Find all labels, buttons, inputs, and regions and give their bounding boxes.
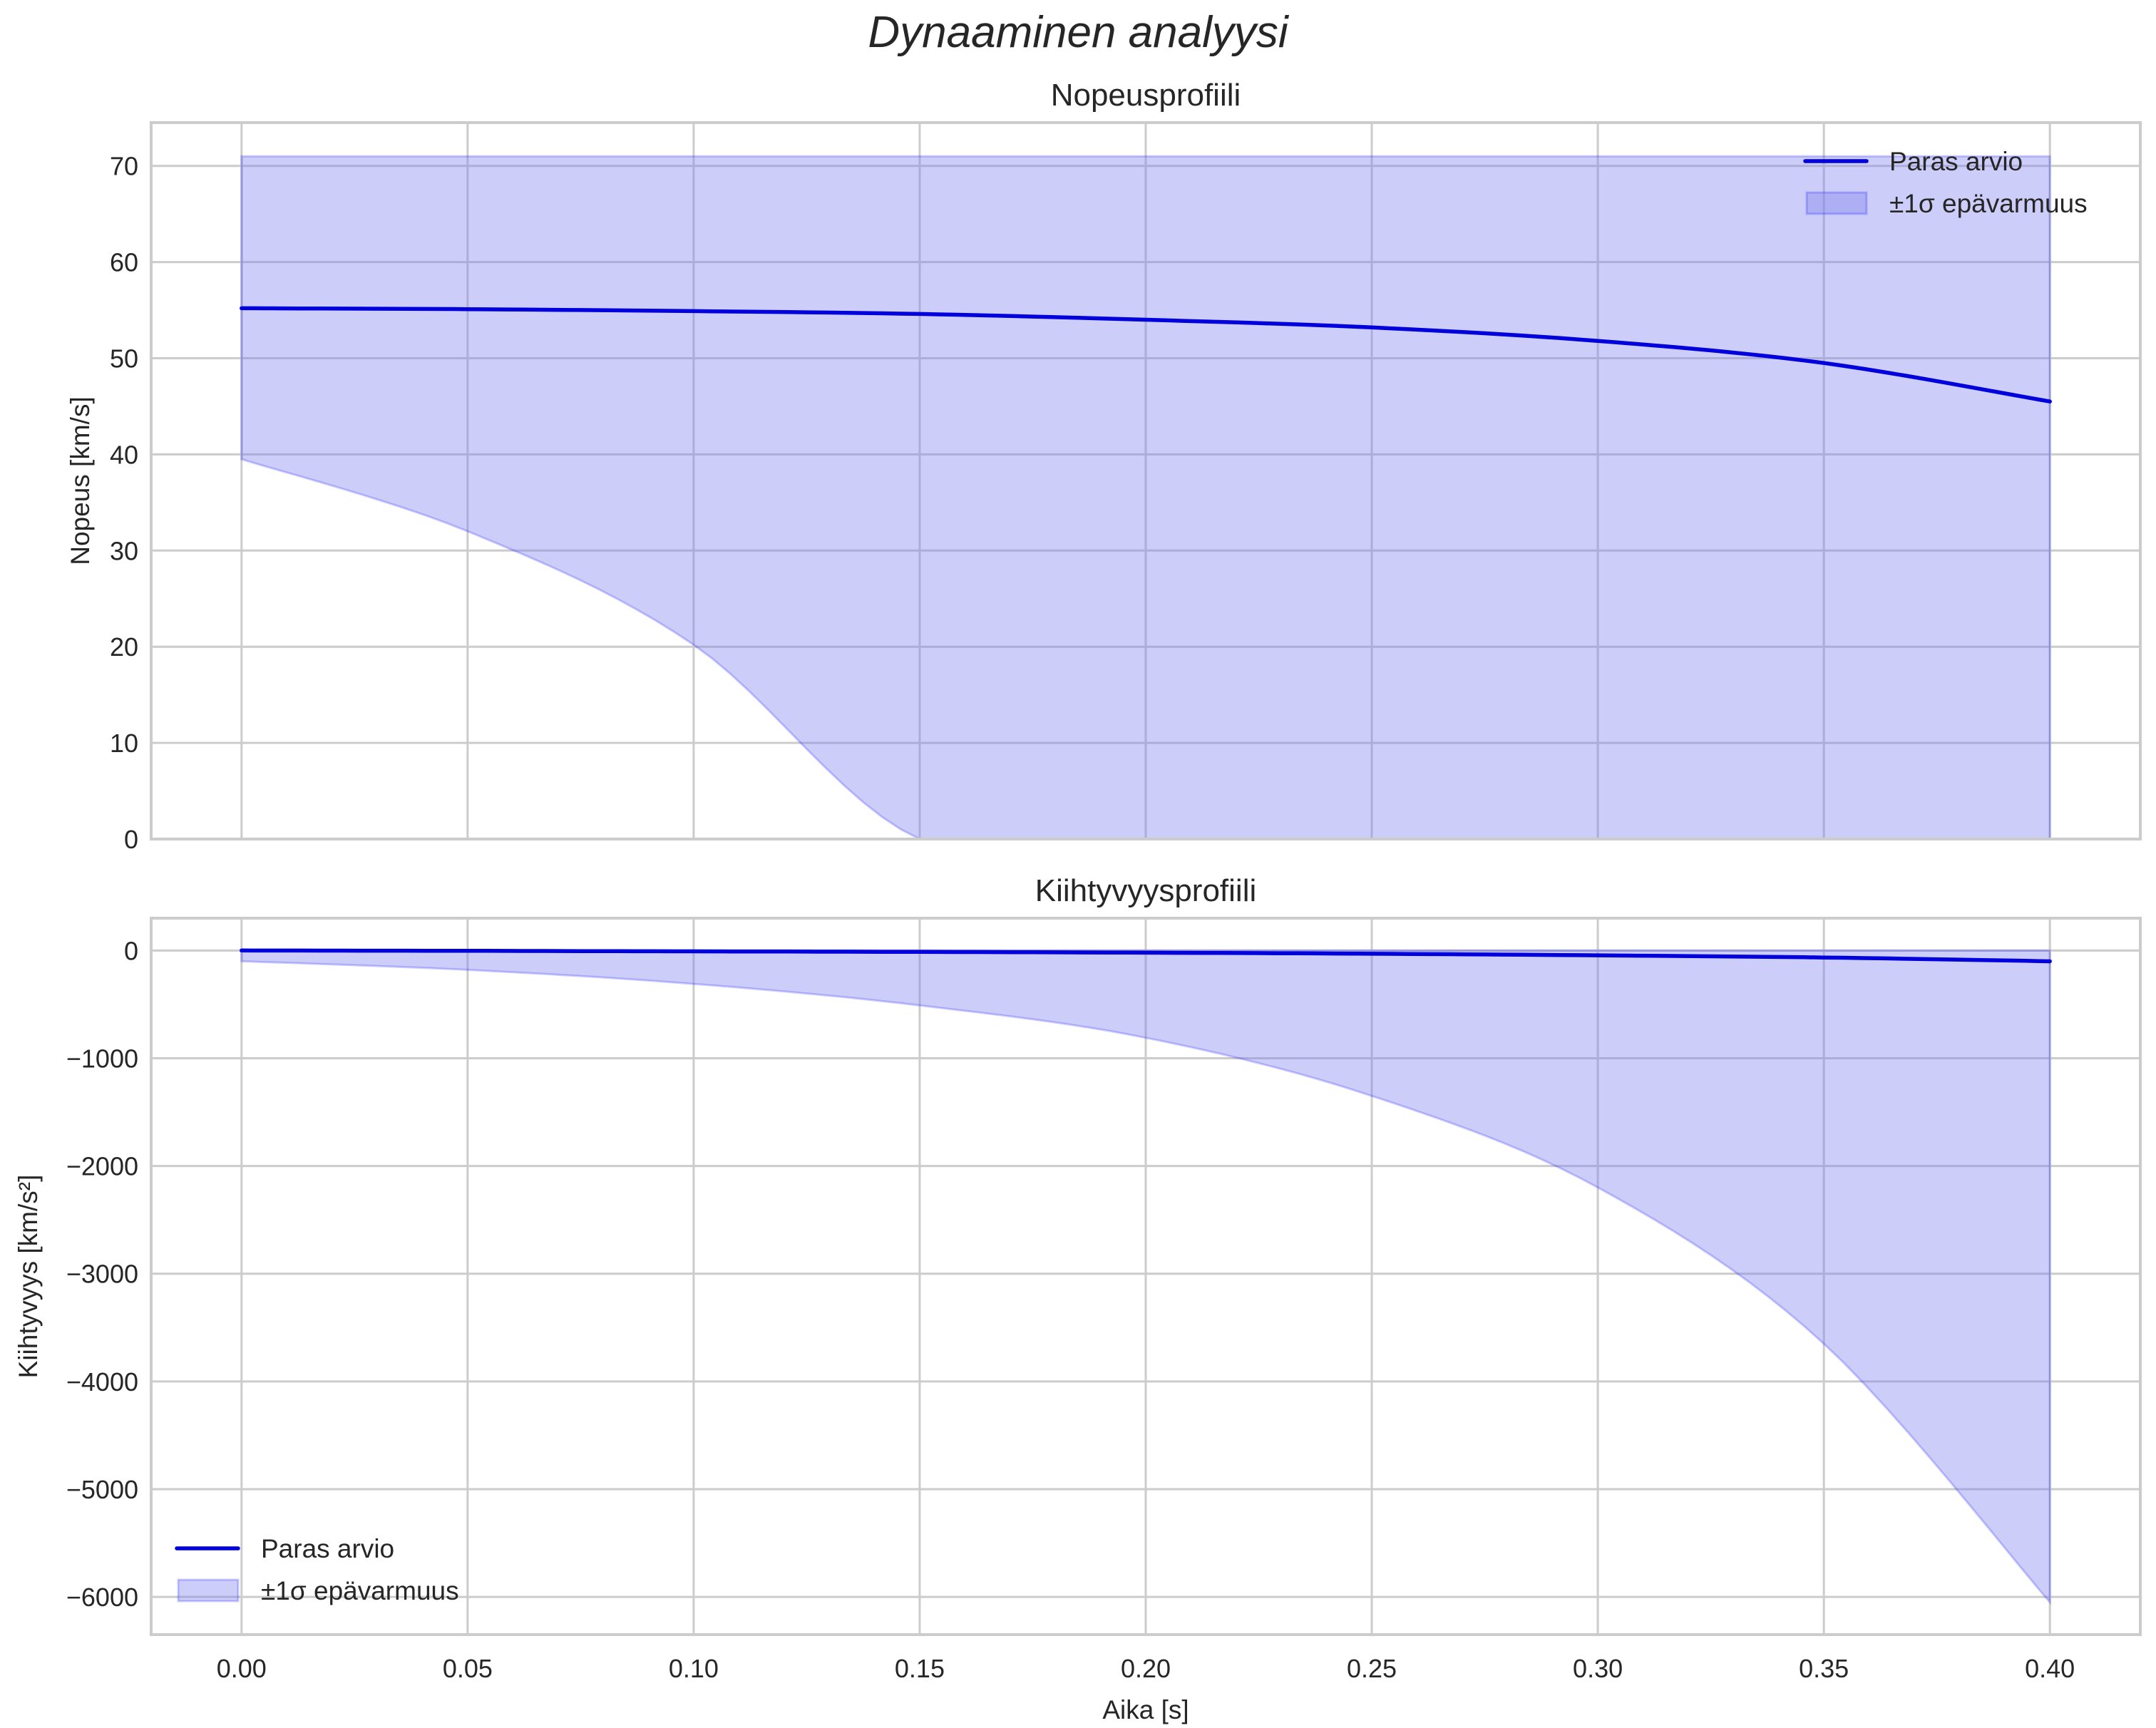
legend-label-band: ±1σ epävarmuus [261, 1576, 459, 1605]
panel-title: Kiihtyvyysprofiili [1035, 873, 1257, 908]
y-tick-label: −3000 [66, 1260, 138, 1289]
y-tick-label: 30 [110, 536, 138, 565]
x-tick-label: 0.35 [1799, 1654, 1849, 1683]
x-tick-label: 0.30 [1573, 1654, 1623, 1683]
legend-label-band: ±1σ epävarmuus [1889, 189, 2088, 218]
best-estimate-line [240, 306, 2052, 403]
x-tick-labels: 0.00 0.05 0.10 0.15 0.20 0.25 0.30 0.35 0.40 [217, 1654, 2075, 1683]
y-tick-label: 50 [110, 344, 138, 374]
y-tick-label: 0 [124, 936, 138, 965]
panel-title: Nopeusprofiili [1051, 78, 1241, 113]
y-tick-label: −2000 [66, 1152, 138, 1181]
y-tick-label: −5000 [66, 1475, 138, 1504]
y-axis-label: Kiihtyvyys [km/s²] [14, 1175, 43, 1379]
y-tick-labels: 0 10 20 30 40 50 60 70 [110, 152, 138, 854]
y-tick-labels: 0 −1000 −2000 −3000 −4000 −5000 −6000 [66, 936, 138, 1612]
legend-band-swatch [1805, 191, 1868, 215]
legend-label-line: Paras arvio [261, 1534, 394, 1563]
y-tick-label: −6000 [66, 1583, 138, 1612]
x-tick-label: 0.15 [895, 1654, 945, 1683]
y-tick-label: −4000 [66, 1367, 138, 1397]
velocity-panel: 0 10 20 30 40 50 60 70 Nopeus [km/s] Nopeusprofii… [66, 78, 2142, 854]
x-tick-label: 0.40 [2025, 1654, 2075, 1683]
y-tick-label: 0 [124, 825, 138, 854]
y-tick-label: 70 [110, 152, 138, 181]
grid [151, 918, 2140, 1635]
x-tick-label: 0.20 [1121, 1654, 1171, 1683]
y-tick-label: 40 [110, 440, 138, 469]
y-tick-label: 20 [110, 632, 138, 662]
legend-band-swatch [177, 1578, 240, 1603]
best-estimate-line [240, 948, 2052, 964]
figure-title: Dynaaminen analyysi [868, 8, 1288, 57]
y-tick-label: 60 [110, 248, 138, 277]
axes-frame [150, 121, 2142, 840]
y-axis-label: Nopeus [km/s] [66, 396, 95, 565]
x-tick-label: 0.00 [217, 1654, 267, 1683]
legend-label-line: Paras arvio [1889, 147, 2023, 176]
y-tick-label: −1000 [66, 1044, 138, 1073]
legend: Paras arvio ±1σ epävarmuus [175, 1534, 459, 1605]
x-tick-label: 0.05 [443, 1654, 493, 1683]
axes-frame [150, 917, 2142, 1636]
legend: Paras arvio ±1σ epävarmuus [1803, 147, 2088, 218]
y-tick-label: 10 [110, 729, 138, 758]
x-axis-label: Aika [s] [1102, 1695, 1189, 1724]
x-tick-label: 0.10 [669, 1654, 719, 1683]
grid [151, 123, 2140, 840]
x-tick-label: 0.25 [1347, 1654, 1397, 1683]
